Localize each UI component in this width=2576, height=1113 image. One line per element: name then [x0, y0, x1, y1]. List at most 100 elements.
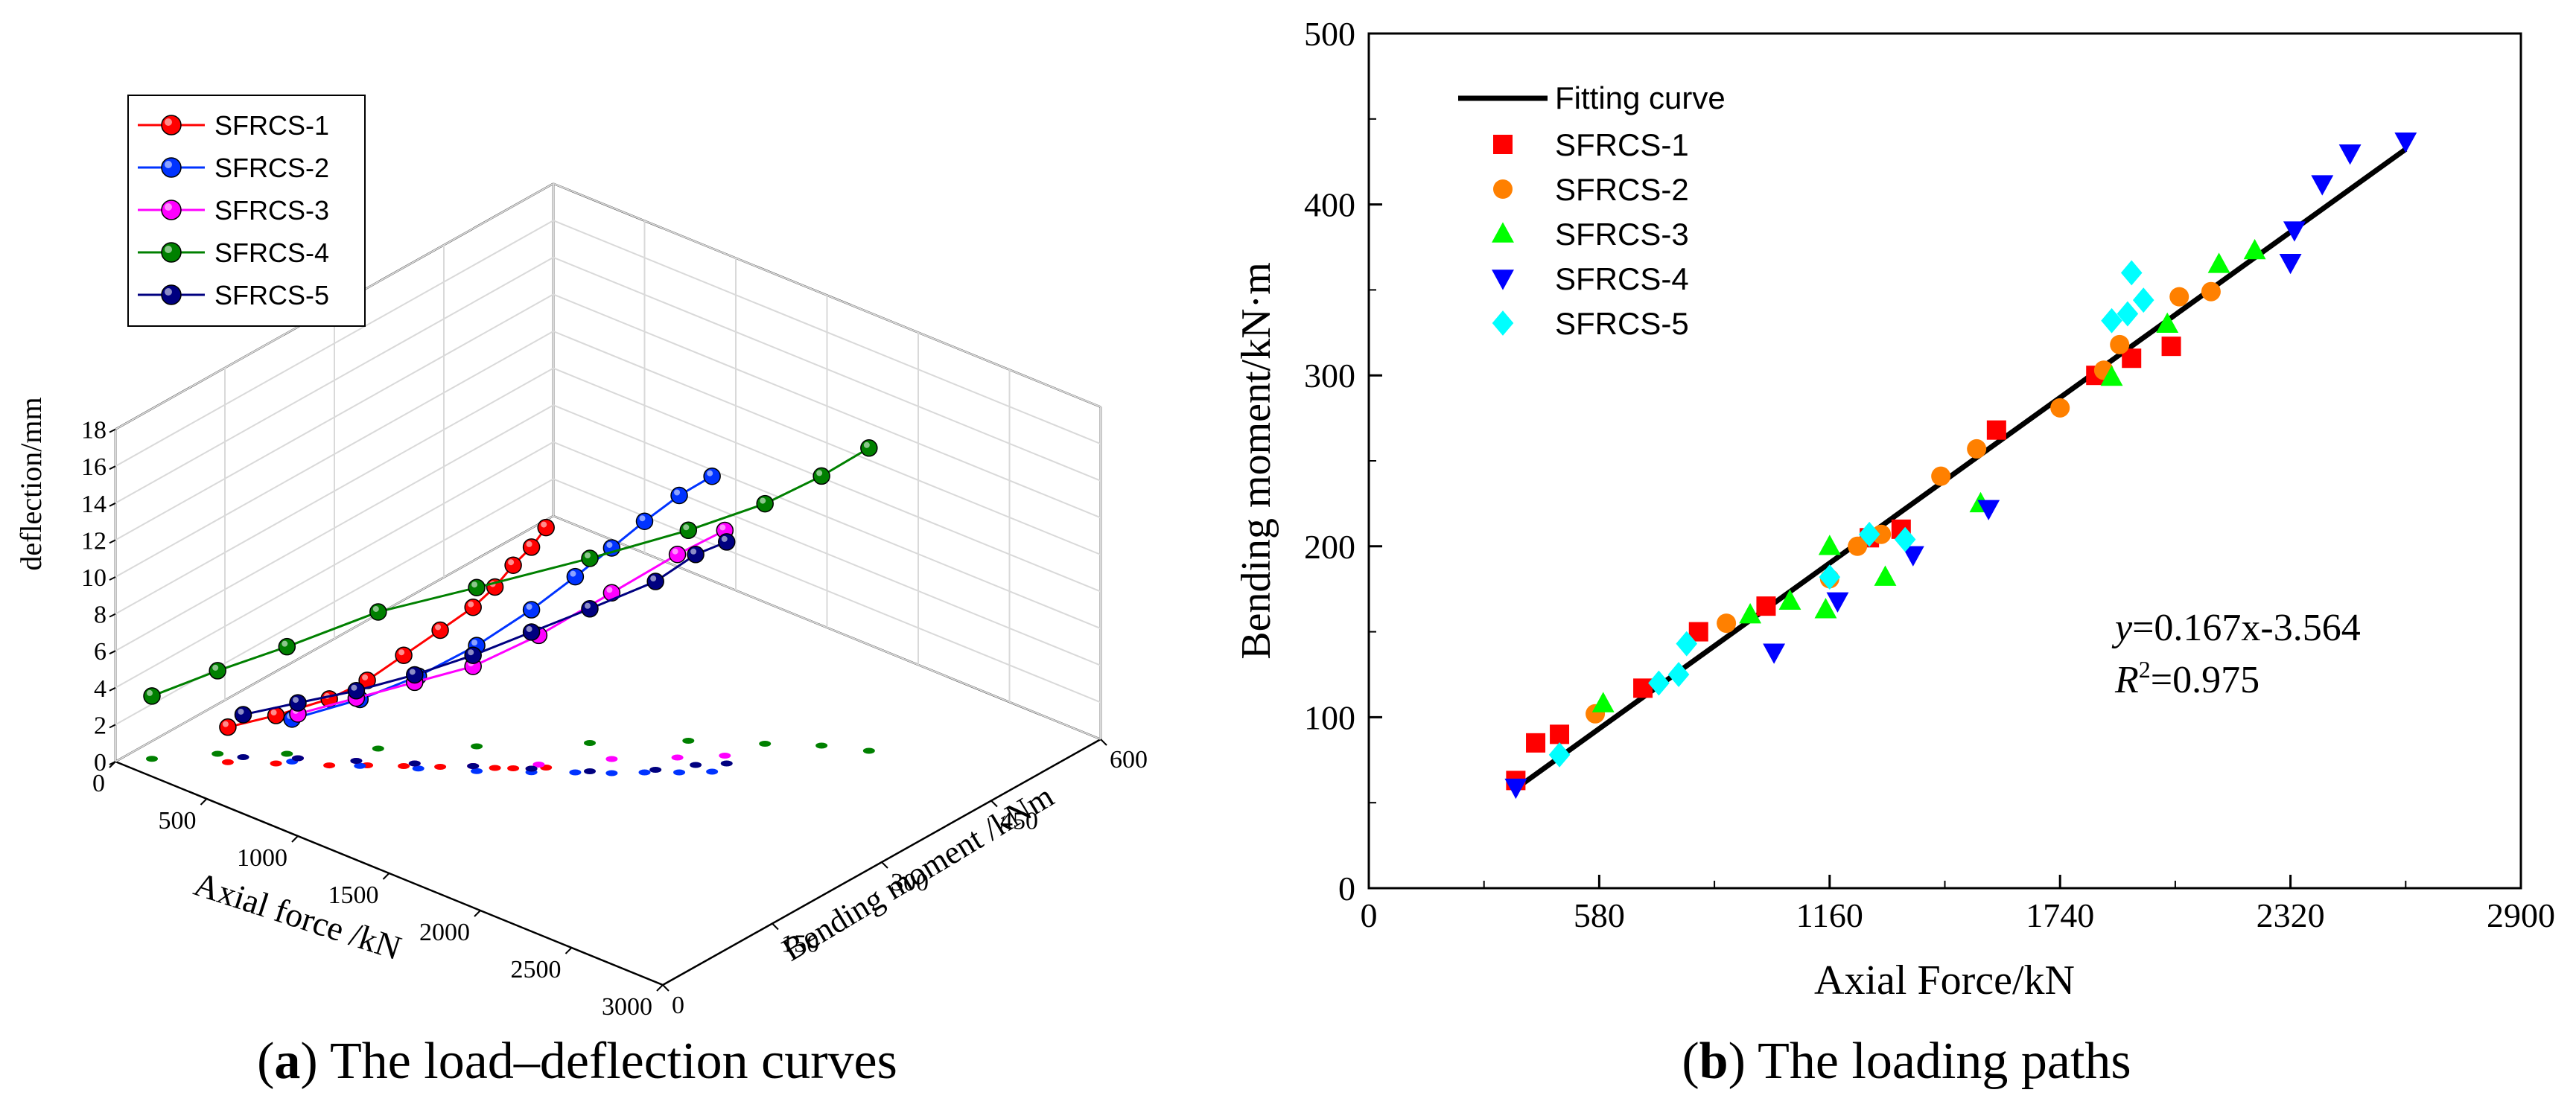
- floor-projection-dot: [525, 765, 538, 772]
- y-tick-label: 0: [1338, 870, 1355, 908]
- legend-3d: SFRCS-1 SFRCS-2 SFRCS-3 SFRCS-4 SFRCS-5: [127, 95, 366, 327]
- series-marker: [468, 578, 486, 596]
- floor-projection-dot: [467, 763, 480, 769]
- data-point-sfrcs-1: [2161, 337, 2181, 357]
- floor-projection-dot: [720, 760, 733, 767]
- marker-highlight: [585, 602, 591, 609]
- marker-highlight: [816, 470, 823, 476]
- tick-mark: [1100, 739, 1107, 746]
- series-marker: [289, 694, 307, 712]
- data-point-sfrcs-1: [1526, 733, 1546, 753]
- data-point-sfrcs-1: [1550, 724, 1570, 744]
- tick-mark: [662, 984, 670, 992]
- series-marker: [406, 666, 424, 684]
- series-marker: [812, 467, 830, 485]
- marker-highlight: [541, 521, 547, 528]
- grid-line: [115, 256, 554, 504]
- series-marker: [646, 573, 664, 590]
- deflection-tick-label: 8: [94, 602, 106, 629]
- data-point-sfrcs-5: [2132, 287, 2154, 313]
- floor-projection-dot: [584, 768, 596, 774]
- marker-highlight: [409, 669, 416, 675]
- data-point-sfrcs-4: [1977, 500, 2000, 520]
- marker-highlight: [639, 515, 646, 522]
- tick-mark: [109, 502, 116, 507]
- floor-projection-dot: [372, 745, 384, 752]
- marker-highlight: [238, 708, 244, 715]
- tick-mark: [565, 947, 573, 954]
- marker-highlight: [606, 587, 613, 593]
- floor-projection-dot: [354, 762, 366, 769]
- data-point-sfrcs-4: [2279, 253, 2302, 275]
- y-tick-label: 400: [1304, 186, 1355, 224]
- data-point-sfrcs-5: [1667, 662, 1690, 687]
- series-line-sfrcs-3: [297, 529, 725, 715]
- legend-marker: [161, 284, 182, 305]
- marker-highlight: [690, 548, 697, 555]
- grid-line: [115, 220, 554, 468]
- series-marker: [635, 512, 654, 530]
- legend-label: SFRCS-4: [1555, 261, 1689, 296]
- deflection-tick-label: 4: [94, 675, 106, 703]
- deflection-tick-label: 0: [94, 749, 106, 776]
- marker-highlight: [672, 548, 678, 555]
- series-marker: [464, 646, 482, 664]
- series-marker: [395, 646, 413, 664]
- axial-tick-label: 2000: [419, 919, 470, 946]
- grid-line: [115, 367, 554, 615]
- legend-marker: [1493, 179, 1513, 199]
- data-point-sfrcs-2: [1848, 536, 1868, 556]
- marker-highlight: [526, 540, 532, 547]
- floor-projection-dot: [471, 768, 483, 774]
- data-point-sfrcs-2: [1931, 466, 1951, 486]
- marker-highlight: [526, 625, 532, 632]
- deflection-tick-label: 18: [81, 417, 106, 444]
- floor-projection-dot: [649, 767, 662, 773]
- marker-highlight: [362, 674, 369, 680]
- r-squared-text: R2=0.975: [2114, 656, 2259, 701]
- moment-tick-label: 600: [1110, 746, 1148, 774]
- series-marker: [703, 467, 721, 485]
- tick-mark: [109, 724, 116, 729]
- legend-2d: Fitting curve SFRCS-1 SFRCS-2 SFRCS-3 SFRCS-…: [1458, 80, 1726, 341]
- data-point-sfrcs-2: [2169, 287, 2189, 307]
- y-tick-label: 500: [1304, 15, 1355, 53]
- plot-frame: [1367, 32, 2522, 890]
- floor-projection-dot: [706, 768, 719, 775]
- legend-label: SFRCS-4: [214, 237, 329, 268]
- floor-projection-dot: [146, 756, 158, 762]
- marker-highlight: [351, 684, 357, 691]
- series-marker: [522, 601, 541, 619]
- data-point-sfrcs-5: [2101, 307, 2122, 334]
- series-marker: [347, 682, 366, 700]
- moment-tick-label: 300: [891, 869, 929, 896]
- floor-projection-dot: [212, 750, 224, 757]
- floor-projection-dot: [759, 741, 772, 747]
- axial-tick-label: 1500: [328, 881, 379, 909]
- grid-line: [115, 478, 554, 726]
- moment-tick-label: 150: [781, 931, 819, 958]
- legend-label: SFRCS-1: [1555, 127, 1689, 162]
- series-line-sfrcs-1: [227, 526, 547, 729]
- axial-tick-label: 2500: [511, 956, 562, 983]
- tick-mark: [200, 798, 208, 806]
- axial-tick-label: 3000: [602, 993, 652, 1021]
- floor-projection-dot: [270, 760, 282, 767]
- series-marker: [504, 556, 522, 574]
- tick-mark: [881, 861, 888, 869]
- data-point-sfrcs-5: [1858, 521, 1880, 547]
- tick-mark: [772, 922, 779, 931]
- series-marker: [143, 687, 161, 705]
- floor-projection-dot: [605, 770, 618, 776]
- series-marker: [581, 549, 599, 567]
- marker-highlight: [721, 535, 728, 542]
- series-marker: [464, 598, 482, 616]
- marker-highlight: [570, 570, 576, 577]
- data-point-sfrcs-5: [1548, 742, 1571, 768]
- series-marker: [522, 623, 541, 641]
- marker-highlight: [674, 489, 681, 496]
- x-tick-label: 1160: [1796, 896, 1863, 934]
- y-tick-label: 300: [1304, 357, 1355, 395]
- tick-mark: [109, 539, 116, 544]
- marker-highlight: [683, 524, 690, 531]
